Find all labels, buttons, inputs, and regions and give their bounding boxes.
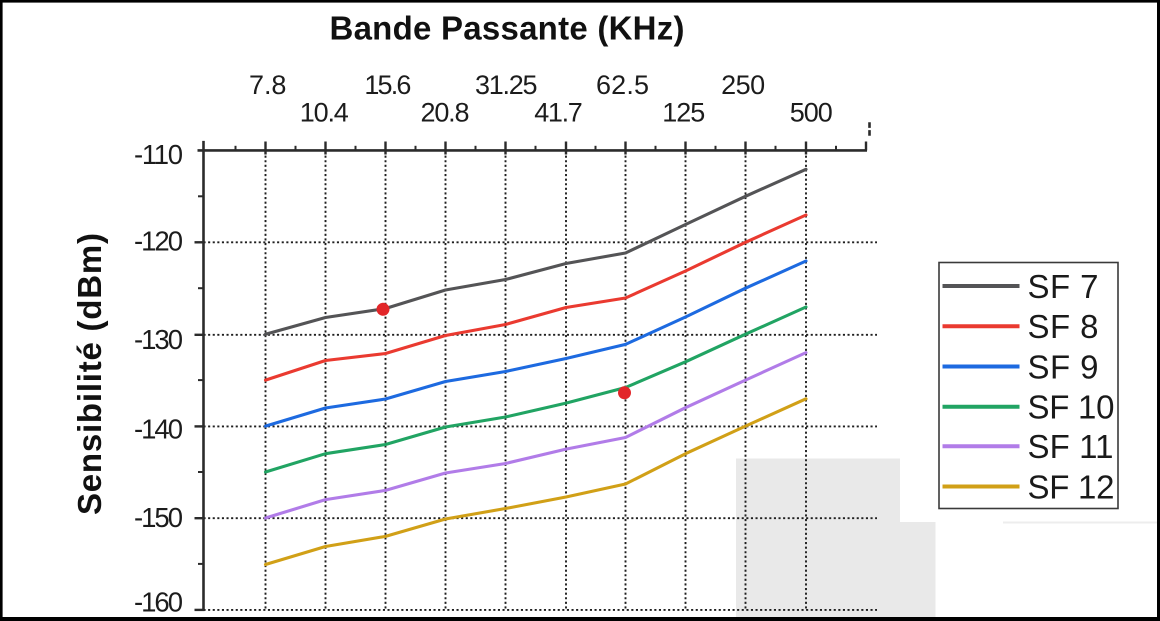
svg-text:41.7: 41.7 bbox=[534, 97, 583, 127]
svg-text:-140: -140 bbox=[134, 414, 183, 445]
svg-text:Sensibilité (dBm): Sensibilité (dBm) bbox=[71, 233, 108, 515]
svg-text:-110: -110 bbox=[134, 139, 183, 170]
svg-text:SF 10: SF 10 bbox=[1028, 389, 1115, 426]
svg-text:10.4: 10.4 bbox=[300, 97, 349, 127]
svg-text:SF 8: SF 8 bbox=[1028, 308, 1099, 345]
svg-text:250: 250 bbox=[721, 70, 765, 100]
svg-text:20.8: 20.8 bbox=[421, 97, 470, 127]
svg-text:-150: -150 bbox=[134, 502, 183, 533]
svg-text:15.6: 15.6 bbox=[364, 70, 411, 100]
svg-text:-120: -120 bbox=[134, 225, 183, 256]
svg-text:SF 7: SF 7 bbox=[1028, 268, 1099, 305]
svg-text:125: 125 bbox=[662, 97, 705, 127]
svg-text:-160: -160 bbox=[134, 586, 183, 617]
svg-text:62.5: 62.5 bbox=[596, 70, 649, 100]
svg-text:Bande Passante (KHz): Bande Passante (KHz) bbox=[330, 10, 685, 47]
svg-text:SF 12: SF 12 bbox=[1028, 468, 1115, 505]
svg-text:SF 9: SF 9 bbox=[1028, 348, 1099, 385]
svg-text:31.25: 31.25 bbox=[475, 70, 538, 100]
svg-text:SF 11: SF 11 bbox=[1028, 428, 1114, 465]
svg-text:-130: -130 bbox=[134, 324, 183, 355]
svg-text:500: 500 bbox=[790, 97, 833, 127]
svg-text:7.8: 7.8 bbox=[249, 70, 287, 100]
